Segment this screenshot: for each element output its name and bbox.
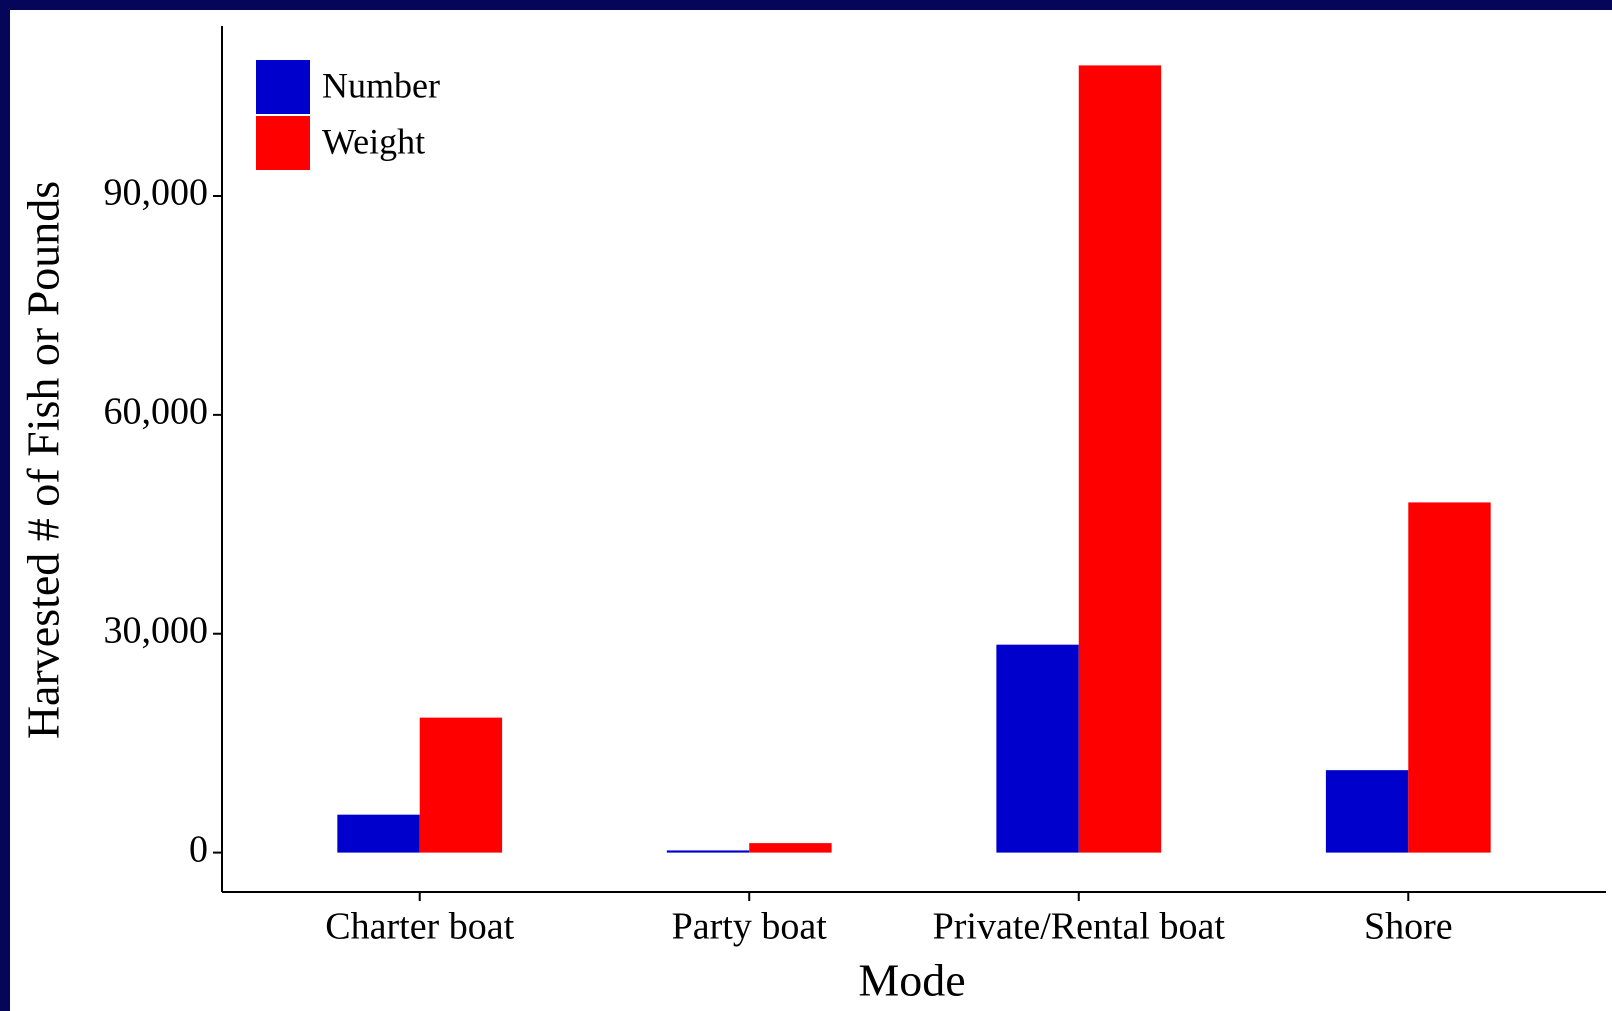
bar [337,814,420,853]
bar [666,850,750,853]
bar [996,644,1079,853]
y-tick-label: 0 [189,828,208,870]
y-tick-label: 90,000 [104,172,209,214]
legend-label: Number [322,65,440,105]
bar [1325,770,1409,853]
y-tick-label: 30,000 [104,609,209,651]
bar [1078,65,1162,853]
legend-label: Weight [322,121,425,161]
bar [419,717,503,853]
y-tick-label: 60,000 [104,391,209,433]
x-tick-label: Party boat [672,906,828,948]
x-tick-label: Shore [1364,906,1453,948]
plot-background [10,10,1612,1011]
x-tick-label: Private/Rental boat [933,906,1226,948]
bar [749,843,832,853]
y-axis-title: Harvested # of Fish or Pounds [18,181,69,739]
x-axis-title: Mode [858,955,965,1006]
legend-swatch [256,116,310,170]
x-tick-label: Charter boat [325,906,514,948]
legend-swatch [256,60,310,114]
bar [1408,502,1491,853]
